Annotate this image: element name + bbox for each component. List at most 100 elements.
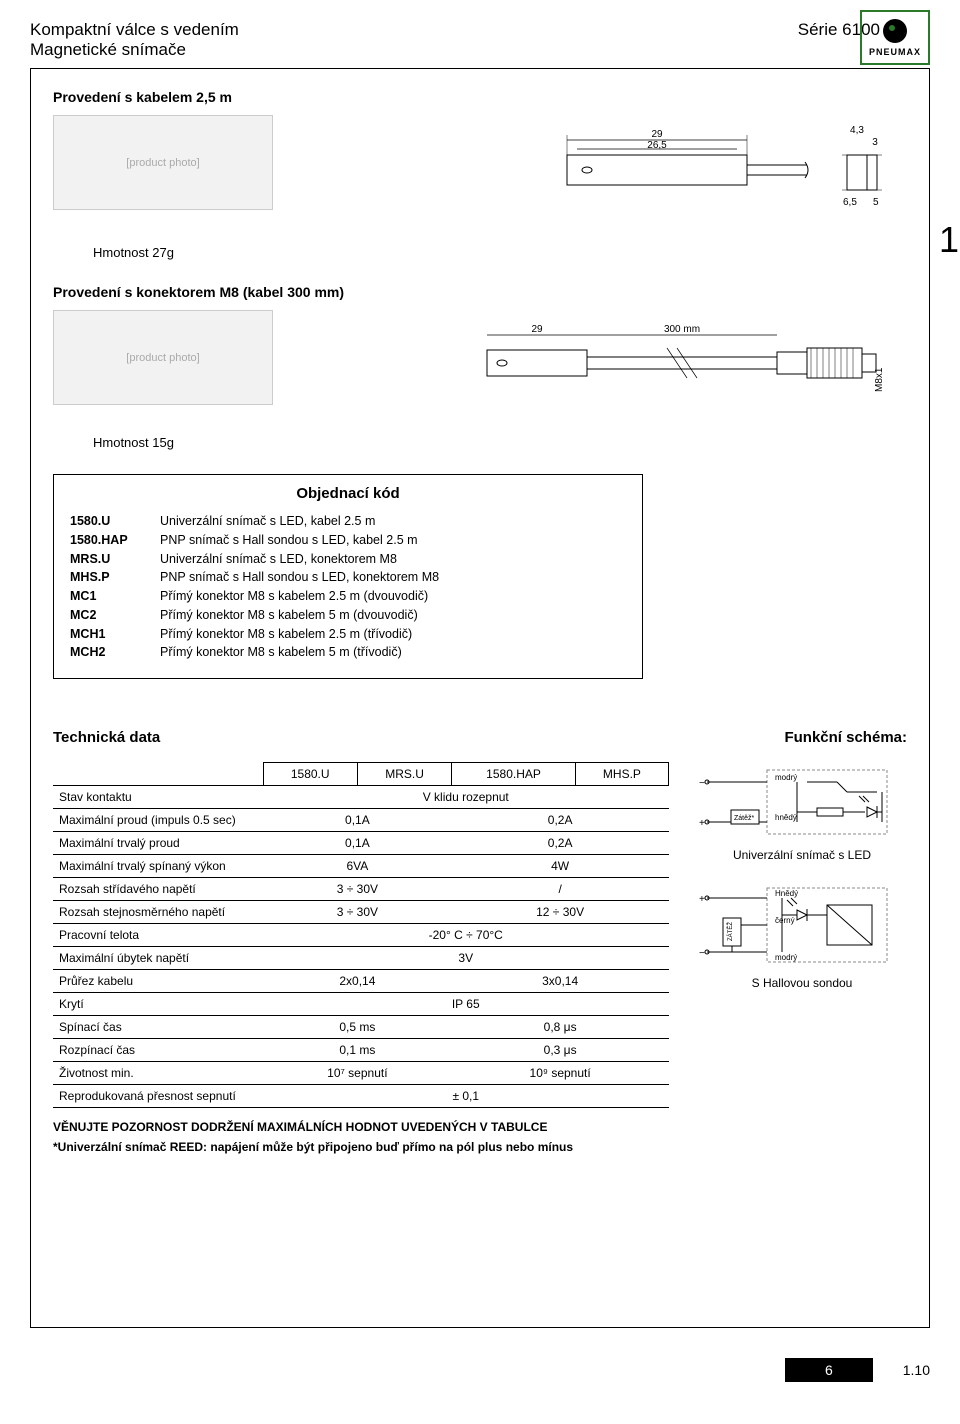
svg-text:modrý: modrý xyxy=(775,773,797,782)
order-desc: Přímý konektor M8 s kabelem 5 m (dvouvod… xyxy=(160,606,418,625)
svg-text:−: − xyxy=(699,948,705,959)
weight-1: Hmotnost 27g xyxy=(93,245,907,260)
tech-label: Spínací čas xyxy=(53,1016,263,1039)
tech-val: -20° C ÷ 70°C xyxy=(263,924,669,947)
product-photo-2: [product photo] xyxy=(53,310,273,405)
svg-text:Hnědý: Hnědý xyxy=(775,889,798,898)
tech-label: Rozpínací čas xyxy=(53,1039,263,1062)
title-line1: Kompaktní válce s vedením xyxy=(30,20,239,40)
tech-label: Pracovní telota xyxy=(53,924,263,947)
tech-val-l: 0,1A xyxy=(263,809,452,832)
order-row: MC2Přímý konektor M8 s kabelem 5 m (dvou… xyxy=(70,606,626,625)
product-photo-1: [product photo] xyxy=(53,115,273,210)
svg-text:černý: černý xyxy=(775,916,795,925)
order-desc: Přímý konektor M8 s kabelem 2.5 m (dvouv… xyxy=(160,587,428,606)
page-header: Kompaktní válce s vedením Magnetické sní… xyxy=(30,20,930,60)
order-code: MCH2 xyxy=(70,643,160,662)
func-schema-title: Funkční schéma: xyxy=(697,729,907,746)
tech-row: Maximální proud (impuls 0.5 sec)0,1A0,2A xyxy=(53,809,669,832)
tech-val-r: 10⁹ sepnutí xyxy=(452,1062,669,1085)
tech-val-l: 3 ÷ 30V xyxy=(263,878,452,901)
tech-row: Rozpínací čas0,1 ms0,3 μs xyxy=(53,1039,669,1062)
tech-val-r: 0,2A xyxy=(452,809,669,832)
order-desc: PNP snímač s Hall sondou s LED, kabel 2.… xyxy=(160,531,418,550)
order-row: MCH2Přímý konektor M8 s kabelem 5 m (tří… xyxy=(70,643,626,662)
order-title: Objednací kód xyxy=(70,485,626,502)
order-code: MRS.U xyxy=(70,550,160,569)
tech-label: Maximální úbytek napětí xyxy=(53,947,263,970)
tech-title: Technická data xyxy=(53,729,669,746)
order-code: MCH1 xyxy=(70,625,160,644)
tech-val: ± 0,1 xyxy=(263,1085,669,1108)
tech-val-l: 0,1 ms xyxy=(263,1039,452,1062)
order-code: 1580.HAP xyxy=(70,531,160,550)
svg-text:6,5: 6,5 xyxy=(843,197,857,208)
order-code: MC1 xyxy=(70,587,160,606)
tech-label: Maximální proud (impuls 0.5 sec) xyxy=(53,809,263,832)
revision: 1.10 xyxy=(903,1362,930,1378)
tech-val-r: / xyxy=(452,878,669,901)
tech-label: Maximální trvalý proud xyxy=(53,832,263,855)
tech-val-r: 0,8 μs xyxy=(452,1016,669,1039)
weight-2: Hmotnost 15g xyxy=(93,435,907,450)
order-desc: Univerzální snímač s LED, kabel 2.5 m xyxy=(160,512,375,531)
order-code: MHS.P xyxy=(70,568,160,587)
tech-label: Životnost min. xyxy=(53,1062,263,1085)
order-row: 1580.UUniverzální snímač s LED, kabel 2.… xyxy=(70,512,626,531)
svg-text:ZÁTĚŽ: ZÁTĚŽ xyxy=(726,922,734,941)
order-desc: Přímý konektor M8 s kabelem 2.5 m (třívo… xyxy=(160,625,412,644)
svg-text:M8x1: M8x1 xyxy=(874,367,885,392)
svg-text:modrý: modrý xyxy=(775,953,797,962)
tech-val-r: 4W xyxy=(452,855,669,878)
schematic-1: modrý − + hnědý Zátěž* xyxy=(697,762,907,842)
tech-row: Maximální úbytek napětí3V xyxy=(53,947,669,970)
order-desc: Univerzální snímač s LED, konektorem M8 xyxy=(160,550,397,569)
tech-label: Reprodukovaná přesnost sepnutí xyxy=(53,1085,263,1108)
tech-val-l: 3 ÷ 30V xyxy=(263,901,452,924)
tech-val-l: 6VA xyxy=(263,855,452,878)
svg-text:300 mm: 300 mm xyxy=(664,324,700,335)
tech-val: V klidu rozepnut xyxy=(263,786,669,809)
title-line2: Magnetické snímače xyxy=(30,40,239,60)
tech-val-r: 3x0,14 xyxy=(452,970,669,993)
order-row: 1580.HAPPNP snímač s Hall sondou s LED, … xyxy=(70,531,626,550)
content-frame: 1 Provedení s kabelem 2,5 m [product pho… xyxy=(30,68,930,1328)
tech-row: Pracovní telota-20° C ÷ 70°C xyxy=(53,924,669,947)
page-number: 6 xyxy=(785,1358,873,1382)
section2-title: Provedení s konektorem M8 (kabel 300 mm) xyxy=(53,284,907,300)
tech-val-l: 10⁷ sepnutí xyxy=(263,1062,452,1085)
order-desc: Přímý konektor M8 s kabelem 5 m (třívodi… xyxy=(160,643,402,662)
tech-row: Rozsah stejnosměrného napětí3 ÷ 30V12 ÷ … xyxy=(53,901,669,924)
tech-val-r: 0,2A xyxy=(452,832,669,855)
tech-row: Průřez kabelu2x0,143x0,14 xyxy=(53,970,669,993)
svg-text:26,5: 26,5 xyxy=(647,140,667,151)
col-3: 1580.HAP xyxy=(452,763,576,786)
svg-text:−: − xyxy=(699,778,705,789)
tech-label: Rozsah střídavého napětí xyxy=(53,878,263,901)
logo-text: PNEUMAX xyxy=(869,47,921,57)
tech-label: Krytí xyxy=(53,993,263,1016)
drawing-2: 29 300 mm M8x1 xyxy=(477,310,907,400)
tech-row: Stav kontaktuV klidu rozepnut xyxy=(53,786,669,809)
order-code: 1580.U xyxy=(70,512,160,531)
dim-29: 29 xyxy=(651,129,663,140)
svg-text:3: 3 xyxy=(872,137,878,148)
tech-row: Životnost min.10⁷ sepnutí10⁹ sepnutí xyxy=(53,1062,669,1085)
svg-text:+: + xyxy=(699,894,705,905)
brand-logo: PNEUMAX xyxy=(860,10,930,65)
schem1-caption: Univerzální snímač s LED xyxy=(697,848,907,862)
tech-val-r: 12 ÷ 30V xyxy=(452,901,669,924)
col-4: MHS.P xyxy=(575,763,668,786)
tech-val: 3V xyxy=(263,947,669,970)
drawing-1: 29 26,5 4,3 3 6,5 5 xyxy=(547,115,907,215)
order-code-box: Objednací kód 1580.UUniverzální snímač s… xyxy=(53,474,643,679)
svg-text:+: + xyxy=(699,818,705,829)
order-row: MHS.PPNP snímač s Hall sondou s LED, kon… xyxy=(70,568,626,587)
svg-text:Zátěž*: Zátěž* xyxy=(734,815,755,822)
tech-val-l: 0,1A xyxy=(263,832,452,855)
svg-text:5: 5 xyxy=(873,197,879,208)
tech-row: KrytíIP 65 xyxy=(53,993,669,1016)
tech-label: Rozsah stejnosměrného napětí xyxy=(53,901,263,924)
col-2: MRS.U xyxy=(357,763,451,786)
svg-text:4,3: 4,3 xyxy=(850,125,864,136)
